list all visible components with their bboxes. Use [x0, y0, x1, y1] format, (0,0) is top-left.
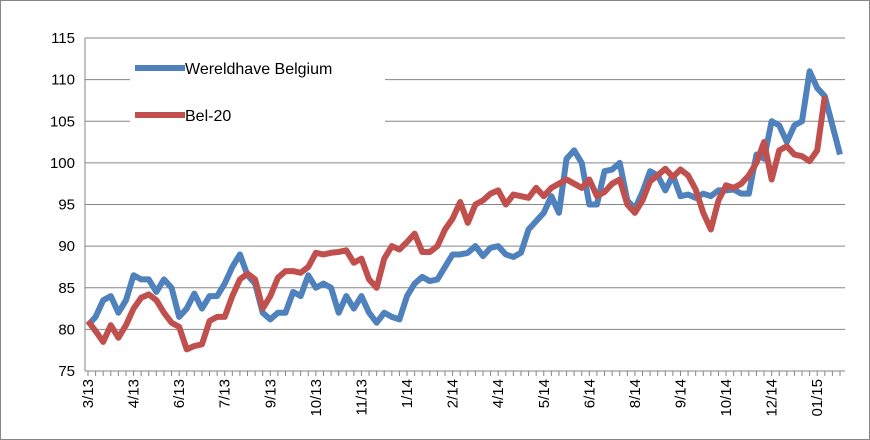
y-tick-label: 105 — [50, 113, 75, 130]
y-tick-label: 110 — [51, 72, 75, 89]
x-tick-label: 6/13 — [171, 379, 188, 408]
series-line — [85, 68, 843, 328]
x-tick-label: 10/13 — [308, 379, 325, 417]
x-tick-label: 7/13 — [217, 379, 234, 408]
y-tick-label: 85 — [58, 280, 75, 297]
x-tick-label: 9/14 — [672, 379, 689, 408]
x-tick-label: 3/13 — [80, 379, 97, 408]
y-tick-label: 100 — [50, 155, 75, 172]
y-tick-label: 80 — [58, 321, 75, 338]
x-tick-label: 4/13 — [126, 379, 143, 408]
y-tick-label: 90 — [58, 238, 75, 255]
x-tick-label: 10/14 — [718, 379, 735, 417]
x-tick-label: 12/14 — [764, 379, 781, 417]
x-tick-label: 9/13 — [262, 379, 279, 408]
x-tick-label: 4/14 — [490, 379, 507, 408]
x-tick-label: 2/14 — [445, 379, 462, 408]
x-tick-label: 1/14 — [399, 379, 416, 408]
legend-label: Wereldhave Belgium — [185, 61, 332, 78]
y-tick-label: 75 — [58, 363, 75, 380]
x-tick-label: 8/14 — [627, 379, 644, 408]
x-tick-label: 11/13 — [353, 379, 370, 415]
y-tick-label: 95 — [58, 197, 75, 214]
series-line — [85, 95, 828, 353]
x-tick-label: 6/14 — [581, 379, 598, 408]
x-tick-label: 5/14 — [536, 379, 553, 408]
legend-label: Bel-20 — [185, 108, 231, 125]
y-tick-label: 115 — [51, 30, 75, 47]
x-tick-label: 01/15 — [809, 379, 826, 417]
